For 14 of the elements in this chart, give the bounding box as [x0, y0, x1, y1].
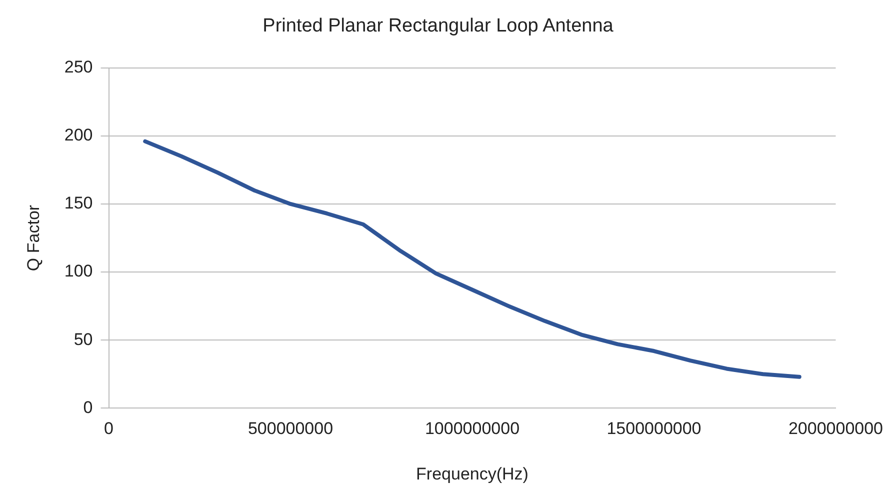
- x-tick-label: 1000000000: [424, 419, 520, 438]
- x-tick-label: 500000000: [248, 419, 334, 438]
- y-tick-label: 100: [64, 262, 93, 281]
- x-axis-title: Frequency(Hz): [416, 464, 528, 484]
- y-tick-label: 0: [83, 398, 93, 417]
- y-tick-label: 150: [64, 194, 93, 213]
- x-tick-label: 1500000000: [606, 419, 702, 438]
- y-tick-label: 250: [64, 57, 93, 76]
- x-tick-label: 0: [104, 419, 114, 438]
- x-tick-label: 2000000000: [788, 419, 883, 438]
- chart-title: Printed Planar Rectangular Loop Antenna: [262, 16, 614, 37]
- y-tick-label: 200: [64, 126, 93, 145]
- y-axis-title: Q Factor: [24, 204, 43, 272]
- y-tick-label: 50: [74, 330, 93, 349]
